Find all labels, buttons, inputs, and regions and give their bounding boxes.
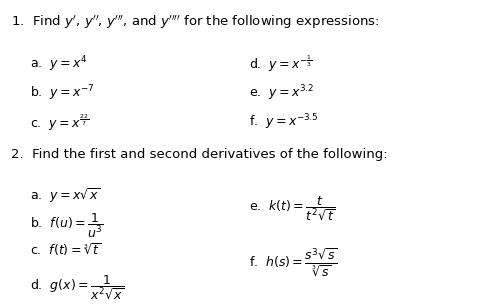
Text: b.  $f(u) = \dfrac{1}{u^{3}}$: b. $f(u) = \dfrac{1}{u^{3}}$ [30,212,104,240]
Text: b.  $y = x^{-7}$: b. $y = x^{-7}$ [30,83,95,103]
Text: 1.  Find $y^{\prime}$, $y^{\prime\prime}$, $y^{\prime\prime\prime}$, and $y^{\pr: 1. Find $y^{\prime}$, $y^{\prime\prime}$… [11,13,379,31]
Text: f.  $y = x^{-3.5}$: f. $y = x^{-3.5}$ [249,113,318,132]
Text: d.  $g(x) = \dfrac{1}{x^{2}\sqrt{x}}$: d. $g(x) = \dfrac{1}{x^{2}\sqrt{x}}$ [30,274,124,302]
Text: e.  $k(t) = \dfrac{t}{t^{2}\sqrt{t}}$: e. $k(t) = \dfrac{t}{t^{2}\sqrt{t}}$ [249,195,335,223]
Text: e.  $y = x^{3.2}$: e. $y = x^{3.2}$ [249,83,313,103]
Text: a.  $y = x^{4}$: a. $y = x^{4}$ [30,54,87,74]
Text: c.  $f(t) = \sqrt[3]{t}$: c. $f(t) = \sqrt[3]{t}$ [30,241,101,258]
Text: f.  $h(s) = \dfrac{s^{3}\sqrt{s}}{\sqrt[3]{s}}$: f. $h(s) = \dfrac{s^{3}\sqrt{s}}{\sqrt[3… [249,247,337,279]
Text: d.  $y = x^{-\frac{1}{3}}$: d. $y = x^{-\frac{1}{3}}$ [249,54,312,74]
Text: c.  $y = x^{\frac{22}{7}}$: c. $y = x^{\frac{22}{7}}$ [30,113,89,133]
Text: a.  $y = x\sqrt{x}$: a. $y = x\sqrt{x}$ [30,186,100,204]
Text: 2.  Find the first and second derivatives of the following:: 2. Find the first and second derivatives… [11,148,387,161]
